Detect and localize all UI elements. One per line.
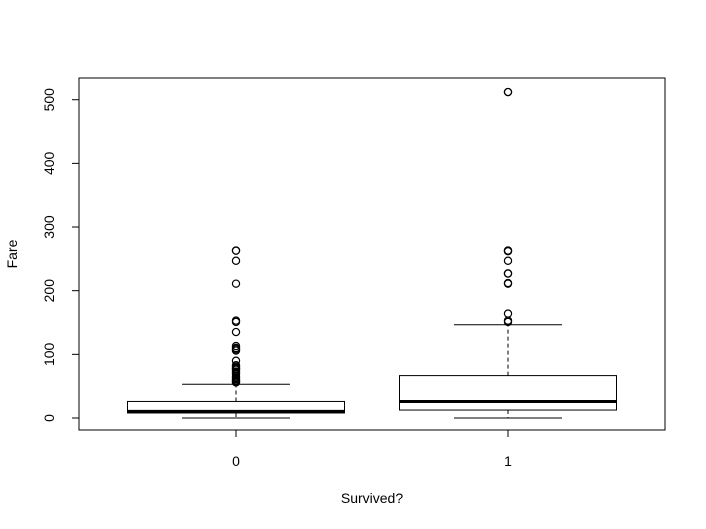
outlier-point: [231, 256, 241, 265]
y-tick-label: 400: [41, 151, 57, 175]
y-axis-title: Fare: [4, 239, 20, 268]
box-group-1: [399, 87, 617, 419]
outlier-point: [231, 341, 241, 351]
outlier-point: [231, 316, 241, 325]
y-tick-label: 500: [41, 88, 57, 112]
outlier-point: [503, 256, 513, 265]
x-tick-label: 1: [504, 453, 512, 469]
y-tick-label: 300: [41, 215, 57, 239]
outlier-point: [231, 246, 241, 255]
outlier-point: [231, 356, 241, 365]
outlier-point: [503, 87, 513, 97]
x-axis-title: Survived?: [341, 490, 403, 506]
y-tick-label: 100: [41, 342, 57, 366]
y-axis: 0 100 200 300 400 500: [41, 88, 80, 422]
y-tick-label: 0: [41, 414, 57, 422]
outlier-point: [503, 278, 513, 288]
outlier-point: [503, 309, 513, 318]
outlier-point: [231, 279, 241, 288]
x-tick-label: 0: [232, 453, 240, 469]
y-tick-label: 200: [41, 279, 57, 303]
boxes-layer: [127, 87, 617, 419]
box-group-0: [127, 246, 345, 419]
outlier-point: [503, 246, 513, 255]
outlier-point: [503, 269, 513, 278]
iqr-box: [399, 375, 617, 411]
outlier-point: [231, 360, 241, 370]
outlier-point: [231, 327, 241, 337]
iqr-box: [127, 400, 345, 414]
